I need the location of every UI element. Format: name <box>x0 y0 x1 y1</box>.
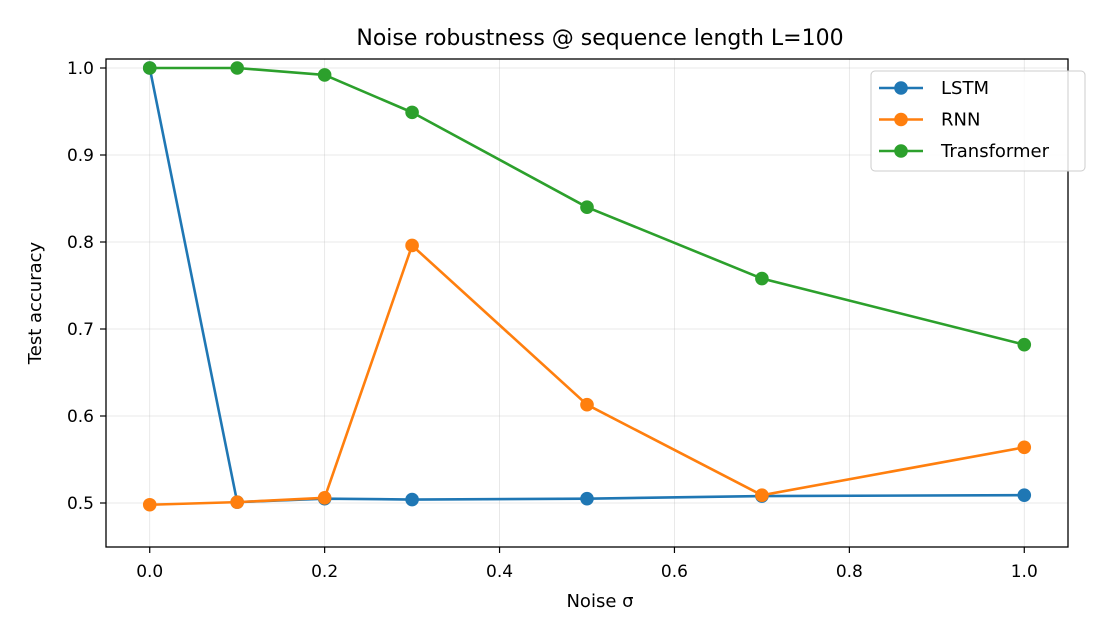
data-point-transformer <box>405 105 419 120</box>
series-rnn <box>142 238 1032 512</box>
y-axis-label: Test accuracy <box>25 241 46 365</box>
data-point-transformer <box>580 200 594 214</box>
y-tick-label: 0.8 <box>67 233 94 253</box>
x-tick-label: 0.4 <box>486 562 513 582</box>
data-point-rnn <box>230 495 244 509</box>
data-point-rnn <box>142 497 157 512</box>
y-tick-label: 0.9 <box>67 146 94 166</box>
data-point-transformer <box>317 68 332 82</box>
legend-label-rnn: RNN <box>941 110 980 131</box>
x-tick-label: 0.8 <box>836 562 863 582</box>
chart-title: Noise robustness @ sequence length L=100 <box>356 26 843 51</box>
series-transformer <box>142 61 1032 352</box>
plot-frame <box>105 58 1069 548</box>
y-tick-label: 1.0 <box>67 59 94 79</box>
x-axis-label: Noise σ <box>566 591 633 612</box>
data-point-lstm <box>580 491 594 506</box>
legend-marker-rnn <box>894 112 908 127</box>
y-tick-label: 0.5 <box>67 494 94 514</box>
x-tick-label: 1.0 <box>1011 562 1038 582</box>
axis-ticks: 0.0 0.2 0.4 0.6 0.8 1.0 0.5 0.6 0.7 0.8 0.9 1.0 <box>67 59 1038 582</box>
legend-box <box>870 70 1086 172</box>
legend: LSTM RNN Transformer <box>870 70 1086 172</box>
data-point-transformer <box>1017 337 1032 352</box>
data-point-rnn <box>405 238 419 253</box>
data-point-lstm <box>405 492 419 507</box>
data-point-lstm <box>1017 488 1032 502</box>
legend-marker-transformer <box>894 144 908 158</box>
legend-marker-lstm <box>894 81 908 95</box>
data-point-transformer <box>142 61 157 75</box>
data-point-transformer <box>755 271 769 286</box>
legend-label-transformer: Transformer <box>940 141 1050 162</box>
series-layer <box>142 61 1032 512</box>
data-point-transformer <box>230 61 244 75</box>
series-line-rnn <box>149 244 1025 507</box>
data-point-rnn <box>1017 440 1032 455</box>
x-tick-label: 0.0 <box>136 562 163 582</box>
x-tick-label: 0.6 <box>661 562 688 582</box>
data-point-rnn <box>580 397 594 412</box>
y-tick-label: 0.6 <box>67 407 94 427</box>
x-tick-label: 0.2 <box>311 562 338 582</box>
legend-label-lstm: LSTM <box>941 78 989 99</box>
data-point-rnn <box>755 488 769 502</box>
data-point-rnn <box>317 490 332 505</box>
y-tick-label: 0.7 <box>67 320 94 340</box>
